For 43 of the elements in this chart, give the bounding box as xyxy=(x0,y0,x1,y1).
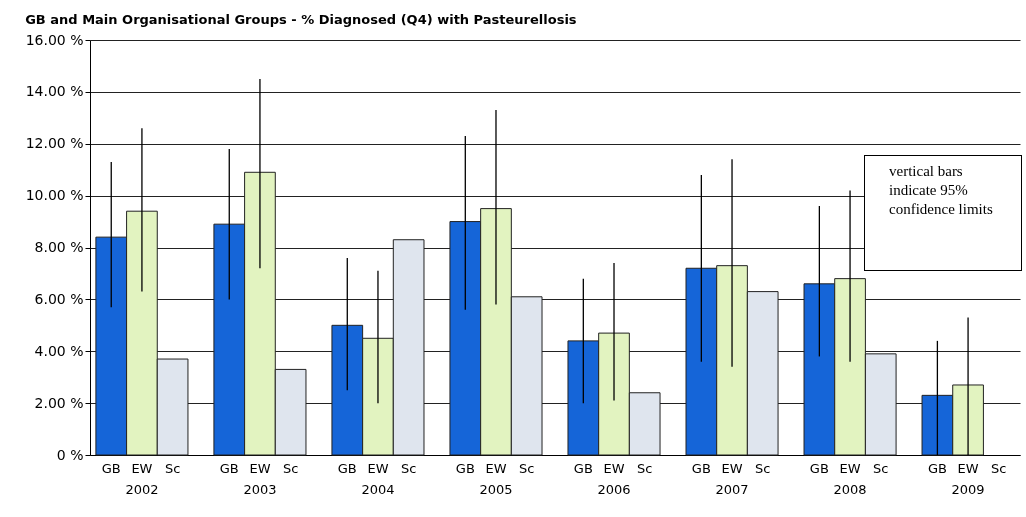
text: EW xyxy=(957,461,979,476)
x-tick-label: 2004 xyxy=(361,481,395,497)
text: EW xyxy=(721,461,743,476)
text: GB xyxy=(573,461,593,476)
y-tick-label: 10.00 % xyxy=(25,187,84,204)
y-tick-label: 16.00 % xyxy=(25,31,84,48)
text: GB xyxy=(927,461,947,476)
text: GB xyxy=(337,461,357,476)
x-tick-label: 2009 xyxy=(951,481,985,497)
text: GB xyxy=(455,461,475,476)
text: EW xyxy=(249,461,271,476)
y-tick-label: 12.00 % xyxy=(25,135,84,152)
chart-title: GB and Main Organisational Groups - % Diagnosed (Q4) with Pasteurellosis xyxy=(25,12,577,27)
text: GB xyxy=(219,461,239,476)
text: EW xyxy=(839,461,861,476)
series-label: Sc xyxy=(164,461,181,476)
x-tick-label: 2002 xyxy=(125,481,159,497)
text: Sc xyxy=(873,461,889,476)
x-tick-label: 2007 xyxy=(715,481,749,497)
note-box: vertical bars indicate 95% confidence limits xyxy=(864,155,1022,271)
x-tick-label: 2003 xyxy=(243,481,277,497)
text: Sc xyxy=(282,461,299,476)
y-tick-label: 6.00 % xyxy=(34,290,84,307)
text: Sc xyxy=(755,461,771,476)
text: EW xyxy=(367,461,389,476)
text: GB xyxy=(809,461,829,476)
series-label: GB xyxy=(101,461,121,476)
x-tick-label: 2005 xyxy=(479,481,513,497)
y-tick-label: 4.00 % xyxy=(34,342,84,359)
text: Sc xyxy=(991,461,1007,476)
x-tick-label: 2006 xyxy=(597,481,631,497)
y-tick-label: 14.00 % xyxy=(25,83,84,100)
text: EW xyxy=(485,461,507,476)
y-tick-label: 8.00 % xyxy=(34,239,84,255)
text: Sc xyxy=(400,461,417,476)
x-tick-label: 2008 xyxy=(833,481,867,497)
text: GB xyxy=(691,461,711,476)
text: Sc xyxy=(518,461,535,476)
y-tick-label: 2.00 % xyxy=(34,394,84,411)
series-label: EW xyxy=(131,461,153,476)
y-tick-label: 0 % xyxy=(56,446,84,463)
text: EW xyxy=(603,461,625,476)
text: Sc xyxy=(636,461,653,476)
